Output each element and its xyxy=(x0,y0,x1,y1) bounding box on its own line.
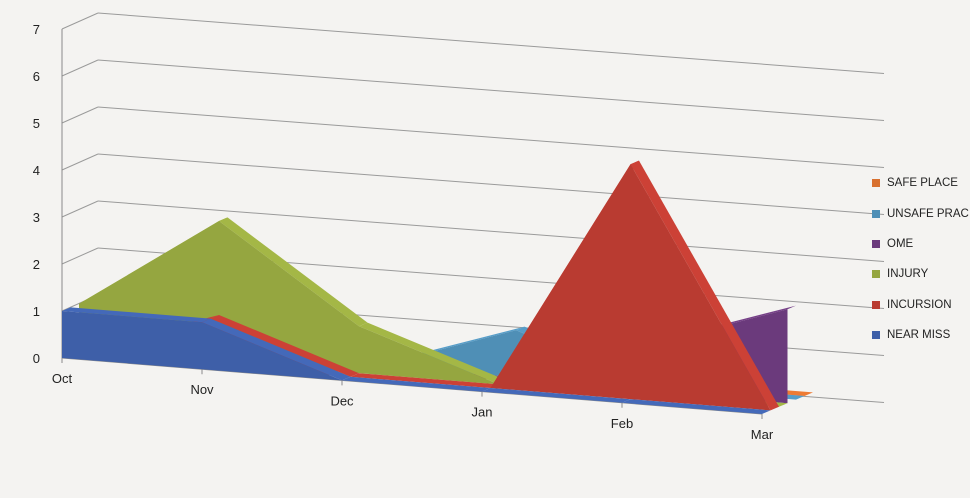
x-category-label: Nov xyxy=(190,382,214,397)
legend-item: INCURSION xyxy=(872,290,968,320)
gridline-side xyxy=(61,153,99,171)
y-tick-label: 2 xyxy=(33,257,40,272)
gridline-back xyxy=(97,200,885,262)
legend-swatch xyxy=(872,270,880,279)
gridline-back xyxy=(97,153,885,215)
legend-item: INJURY xyxy=(872,259,968,289)
area-top-facet xyxy=(622,399,771,414)
legend-label: INJURY xyxy=(887,268,929,281)
y-tick-label: 0 xyxy=(33,351,40,366)
x-category-label: Dec xyxy=(330,393,354,408)
gridline-side xyxy=(61,12,99,30)
gridline-side xyxy=(61,106,99,124)
series-near-miss xyxy=(62,307,771,414)
legend-swatch xyxy=(872,179,880,188)
gridline-side xyxy=(61,59,99,77)
gridline-side xyxy=(61,247,99,265)
legend-label: NEAR MISS xyxy=(887,329,951,342)
gridline-back xyxy=(97,59,885,121)
area-top-facet xyxy=(350,373,499,388)
gridline-back xyxy=(97,106,885,168)
y-tick-label: 5 xyxy=(33,116,40,131)
legend-item: NEAR MISS xyxy=(872,320,968,350)
area-top-facet xyxy=(210,315,359,377)
legend-item: OME xyxy=(872,229,968,259)
x-category-label: Feb xyxy=(611,416,633,431)
area-top-facet xyxy=(202,318,351,381)
legend: SAFE PLACE UNSAFE PRAC OME INJURY INCURSION N… xyxy=(872,168,969,350)
area-front-face xyxy=(62,311,762,414)
y-tick-label: 3 xyxy=(33,210,40,225)
legend-label: INCURSION xyxy=(887,298,952,311)
legend-label: SAFE PLACE xyxy=(887,177,958,190)
y-tick-label: 4 xyxy=(33,163,40,178)
legend-swatch xyxy=(872,300,880,309)
x-category-label: Jan xyxy=(472,405,493,420)
legend-label: UNSAFE PRAC xyxy=(887,207,969,220)
legend-swatch xyxy=(872,331,880,340)
gridline-side xyxy=(61,200,99,218)
series-areas xyxy=(62,160,813,414)
y-tick-label: 1 xyxy=(33,304,40,319)
y-tick-label: 7 xyxy=(33,22,40,37)
legend-swatch xyxy=(872,239,880,248)
area-top-facet xyxy=(62,307,211,323)
legend-swatch xyxy=(872,209,880,218)
legend-item: UNSAFE PRAC xyxy=(872,198,969,228)
legend-label: OME xyxy=(887,237,914,250)
area-top-facet xyxy=(630,160,779,411)
x-category-label: Mar xyxy=(751,427,774,442)
gridline-back xyxy=(97,12,885,74)
x-axis-category-labels: Oct Nov Dec Jan Feb Mar xyxy=(52,371,774,442)
area-top-facet xyxy=(359,322,508,385)
area-top-facet xyxy=(342,376,491,392)
legend-item: SAFE PLACE xyxy=(872,168,968,198)
area-top-facet xyxy=(482,388,631,403)
x-category-label: Oct xyxy=(52,371,73,386)
area-top-facet xyxy=(219,217,368,327)
y-axis-tick-labels: 0 1 2 3 4 5 6 7 xyxy=(33,22,40,366)
y-tick-label: 6 xyxy=(33,69,40,84)
